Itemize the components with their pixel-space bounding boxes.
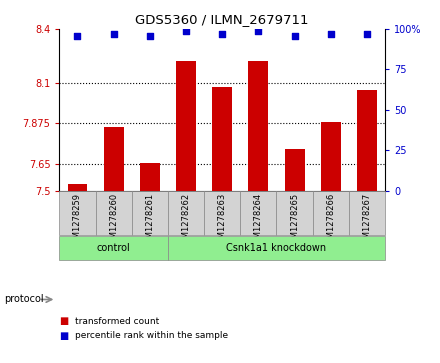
FancyBboxPatch shape bbox=[95, 191, 132, 235]
FancyBboxPatch shape bbox=[59, 191, 95, 235]
FancyBboxPatch shape bbox=[168, 191, 204, 235]
Bar bbox=[285, 150, 304, 191]
Bar bbox=[176, 61, 196, 191]
Text: GSM1278265: GSM1278265 bbox=[290, 193, 299, 249]
Text: GSM1278260: GSM1278260 bbox=[109, 193, 118, 249]
FancyBboxPatch shape bbox=[276, 191, 313, 235]
Text: GSM1278261: GSM1278261 bbox=[145, 193, 154, 249]
Text: ■: ■ bbox=[59, 316, 69, 326]
Title: GDS5360 / ILMN_2679711: GDS5360 / ILMN_2679711 bbox=[136, 13, 309, 26]
Text: GSM1278266: GSM1278266 bbox=[326, 193, 335, 249]
Text: ■: ■ bbox=[59, 331, 69, 341]
Text: Csnk1a1 knockdown: Csnk1a1 knockdown bbox=[227, 242, 326, 253]
Point bbox=[291, 33, 298, 38]
Bar bbox=[249, 61, 268, 191]
Text: control: control bbox=[97, 242, 131, 253]
Text: GSM1278259: GSM1278259 bbox=[73, 193, 82, 249]
Bar bbox=[321, 122, 341, 191]
Bar bbox=[357, 90, 377, 191]
Point bbox=[327, 31, 334, 37]
Text: GSM1278267: GSM1278267 bbox=[363, 193, 371, 249]
Bar bbox=[68, 184, 88, 191]
FancyBboxPatch shape bbox=[59, 236, 168, 260]
FancyBboxPatch shape bbox=[132, 191, 168, 235]
FancyBboxPatch shape bbox=[349, 191, 385, 235]
Bar bbox=[212, 87, 232, 191]
Text: percentile rank within the sample: percentile rank within the sample bbox=[75, 331, 228, 340]
FancyBboxPatch shape bbox=[313, 191, 349, 235]
Point bbox=[219, 31, 226, 37]
Point bbox=[255, 28, 262, 33]
Bar bbox=[104, 127, 124, 191]
FancyBboxPatch shape bbox=[240, 191, 276, 235]
Text: protocol: protocol bbox=[4, 294, 44, 305]
Text: GSM1278264: GSM1278264 bbox=[254, 193, 263, 249]
Text: GSM1278262: GSM1278262 bbox=[182, 193, 191, 249]
Point bbox=[110, 31, 117, 37]
FancyBboxPatch shape bbox=[204, 191, 240, 235]
Point bbox=[183, 28, 190, 33]
Text: GSM1278263: GSM1278263 bbox=[218, 193, 227, 249]
Text: transformed count: transformed count bbox=[75, 317, 159, 326]
Point bbox=[363, 31, 370, 37]
Point bbox=[147, 33, 154, 38]
Point bbox=[74, 33, 81, 38]
Bar bbox=[140, 163, 160, 191]
FancyBboxPatch shape bbox=[168, 236, 385, 260]
